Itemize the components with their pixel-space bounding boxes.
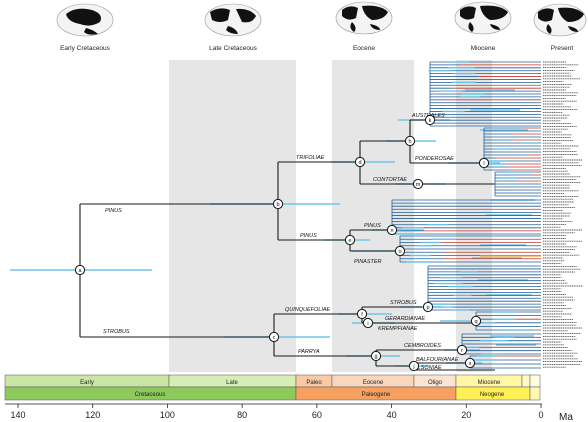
map-label-eocene: Eocene bbox=[353, 45, 375, 52]
node-letter: f bbox=[361, 312, 363, 318]
node-marker-g: g bbox=[370, 350, 382, 362]
clade-label-ponderosae: PONDEROSAE bbox=[415, 156, 454, 162]
map-label-late-cretaceous: Late Cretaceous bbox=[209, 45, 257, 52]
map-label-present: Present bbox=[551, 45, 574, 52]
node-letter: b bbox=[276, 202, 279, 208]
clade-label-contortae: CONTORTAE bbox=[373, 177, 407, 183]
axis-tick-label: 80 bbox=[237, 410, 247, 420]
axis-tick-label: 20 bbox=[461, 410, 471, 420]
node-marker-h: h bbox=[404, 135, 416, 147]
node-letter: h bbox=[408, 139, 411, 145]
node-letter: e bbox=[348, 238, 351, 244]
geologic-timescale: Early Late Paleo Eocene Oligo Miocene Cr… bbox=[4, 374, 573, 422]
period-label-neogene: Neogene bbox=[480, 392, 505, 398]
node-marker-r: r bbox=[456, 344, 468, 356]
tree-backbone bbox=[79, 119, 495, 371]
clade-label-balfourianae: BALFOURIANAE bbox=[416, 357, 459, 363]
node-letter: n bbox=[390, 228, 393, 234]
node-letter: m bbox=[416, 182, 421, 188]
node-letter: l bbox=[483, 161, 484, 167]
map-eocene bbox=[335, 1, 393, 35]
node-marker-p: p bbox=[422, 301, 434, 313]
axis-tick-label: 140 bbox=[10, 410, 25, 420]
node-letter: r bbox=[461, 348, 463, 354]
epoch-label-oligo: Oligo bbox=[428, 380, 443, 386]
axis-tick-label: 120 bbox=[85, 410, 100, 420]
node-letter: d bbox=[358, 160, 361, 166]
map-late-cretaceous bbox=[204, 3, 262, 37]
period-label-paleogene: Paleogene bbox=[362, 392, 391, 398]
period-label-cretaceous: Cretaceous bbox=[135, 392, 166, 398]
axis-tick-label: 0 bbox=[538, 410, 543, 420]
node-marker-q: q bbox=[470, 315, 482, 327]
axis-tick-label: 100 bbox=[160, 410, 175, 420]
tip-labels bbox=[543, 61, 583, 368]
node-marker-a: a bbox=[74, 264, 86, 276]
clade-label-parrya: PARRYA bbox=[298, 349, 320, 355]
node-letter: k bbox=[429, 118, 432, 124]
node-marker-m: m bbox=[412, 178, 424, 190]
node-marker-i: i bbox=[362, 317, 374, 329]
map-present bbox=[533, 3, 587, 37]
clade-label-quinquefoliae: QUINQUEFOLIAE bbox=[285, 307, 331, 313]
node-marker-s: s bbox=[464, 357, 476, 369]
clade-label-strobus-section: STROBUS bbox=[390, 300, 417, 306]
map-label-early-cretaceous: Early Cretaceous bbox=[60, 45, 111, 52]
axis-tick-label: 40 bbox=[387, 410, 397, 420]
node-letter: p bbox=[426, 305, 429, 311]
node-letter: a bbox=[78, 268, 82, 274]
terminal-branches bbox=[391, 61, 542, 369]
node-letter: c bbox=[273, 335, 276, 341]
node-marker-k: k bbox=[424, 114, 436, 126]
node-marker-f: f bbox=[356, 308, 368, 320]
node-marker-b: b bbox=[272, 198, 284, 210]
node-letter: g bbox=[374, 354, 377, 360]
node-marker-c: c bbox=[268, 331, 280, 343]
node-letter: j bbox=[412, 364, 414, 370]
epoch-pliocene bbox=[521, 374, 531, 388]
node-marker-n: n bbox=[386, 224, 398, 236]
clade-label-strobus: STROBUS bbox=[103, 329, 130, 335]
axis-tick-label: 60 bbox=[312, 410, 322, 420]
clade-label-cembroides: CEMBROIDES bbox=[404, 343, 441, 349]
node-marker-d: d bbox=[354, 156, 366, 168]
epoch-pleistocene bbox=[529, 374, 541, 388]
epoch-label-miocene: Miocene bbox=[478, 380, 501, 386]
node-marker-j: j bbox=[408, 360, 420, 372]
clade-label-pinus-subsection: PINUS bbox=[364, 223, 381, 229]
node-marker-e: e bbox=[344, 234, 356, 246]
clade-label-trifoliae: TRIFOLIAE bbox=[296, 155, 325, 161]
node-letter: i bbox=[367, 321, 368, 327]
clade-label-nelsoniae: NELSONIAE bbox=[410, 365, 442, 371]
epoch-label-eocene: Eocene bbox=[363, 380, 384, 386]
node-marker-l: l bbox=[478, 157, 490, 169]
period-quaternary bbox=[529, 386, 541, 401]
node-letter: s bbox=[469, 361, 472, 367]
node-markers: a b c d e f g h i j k l m n o p q r s bbox=[74, 114, 490, 372]
clade-label-krempfianae: KREMPFIANAE bbox=[378, 326, 418, 332]
time-band-late-cretaceous bbox=[169, 60, 296, 372]
map-label-miocene: Miocene bbox=[471, 45, 496, 52]
clade-label-gerardianae: GERARDIANAE bbox=[385, 316, 425, 322]
epoch-label-early: Early bbox=[80, 380, 94, 386]
map-miocene bbox=[454, 1, 512, 35]
clade-label-pinus-section: PINUS bbox=[300, 233, 317, 239]
axis-unit-label: Ma bbox=[559, 412, 573, 422]
clade-label-pinaster: PINASTER bbox=[354, 259, 382, 265]
clade-label-pinus: PINUS bbox=[105, 208, 122, 214]
epoch-label-late: Late bbox=[226, 380, 238, 386]
map-early-cretaceous bbox=[56, 3, 114, 37]
epoch-label-paleo: Paleo bbox=[306, 380, 322, 386]
node-marker-o: o bbox=[394, 245, 406, 257]
node-letter: q bbox=[474, 319, 477, 325]
node-letter: o bbox=[398, 249, 401, 255]
time-band-eocene bbox=[332, 60, 414, 372]
